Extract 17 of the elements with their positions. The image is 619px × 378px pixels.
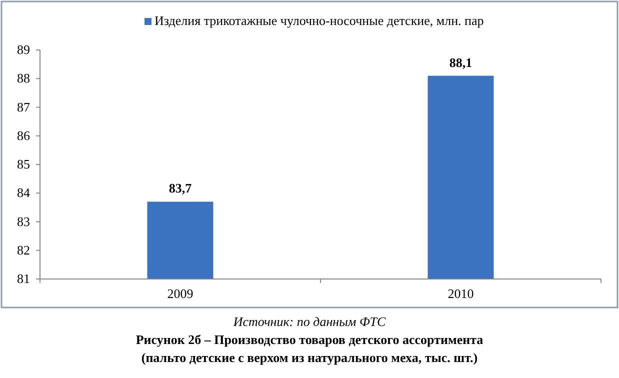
y-tick-label: 89: [17, 42, 30, 57]
y-tick-label: 86: [17, 128, 30, 143]
text: Источник: по данным ФТС: [232, 314, 386, 329]
y-tick-label: 87: [17, 99, 30, 114]
text: (пальто детские с верхом из натурального меха, тыс. шт.): [141, 350, 478, 365]
y-tick-label: 84: [17, 185, 30, 200]
y-tick-label: 81: [17, 271, 30, 286]
legend-label: Изделия трикотажные чулочно-носочные детские, млн. пар: [154, 13, 484, 28]
text: 83,7: [168, 180, 192, 196]
y-tick-label: 85: [17, 156, 30, 172]
x-tick-label: 2009: [167, 286, 194, 301]
text: 88,1: [449, 54, 472, 70]
y-tick-label: 88: [17, 70, 30, 86]
text: Рисунок 2б – Производство товаров детского ассортимента: [136, 332, 484, 347]
x-tick-label: 2010: [448, 286, 474, 301]
y-tick-label: 83: [17, 214, 30, 229]
y-tick-label: 82: [17, 242, 30, 258]
